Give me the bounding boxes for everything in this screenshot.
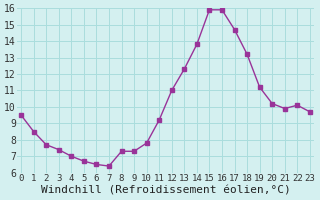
X-axis label: Windchill (Refroidissement éolien,°C): Windchill (Refroidissement éolien,°C) bbox=[41, 186, 290, 196]
